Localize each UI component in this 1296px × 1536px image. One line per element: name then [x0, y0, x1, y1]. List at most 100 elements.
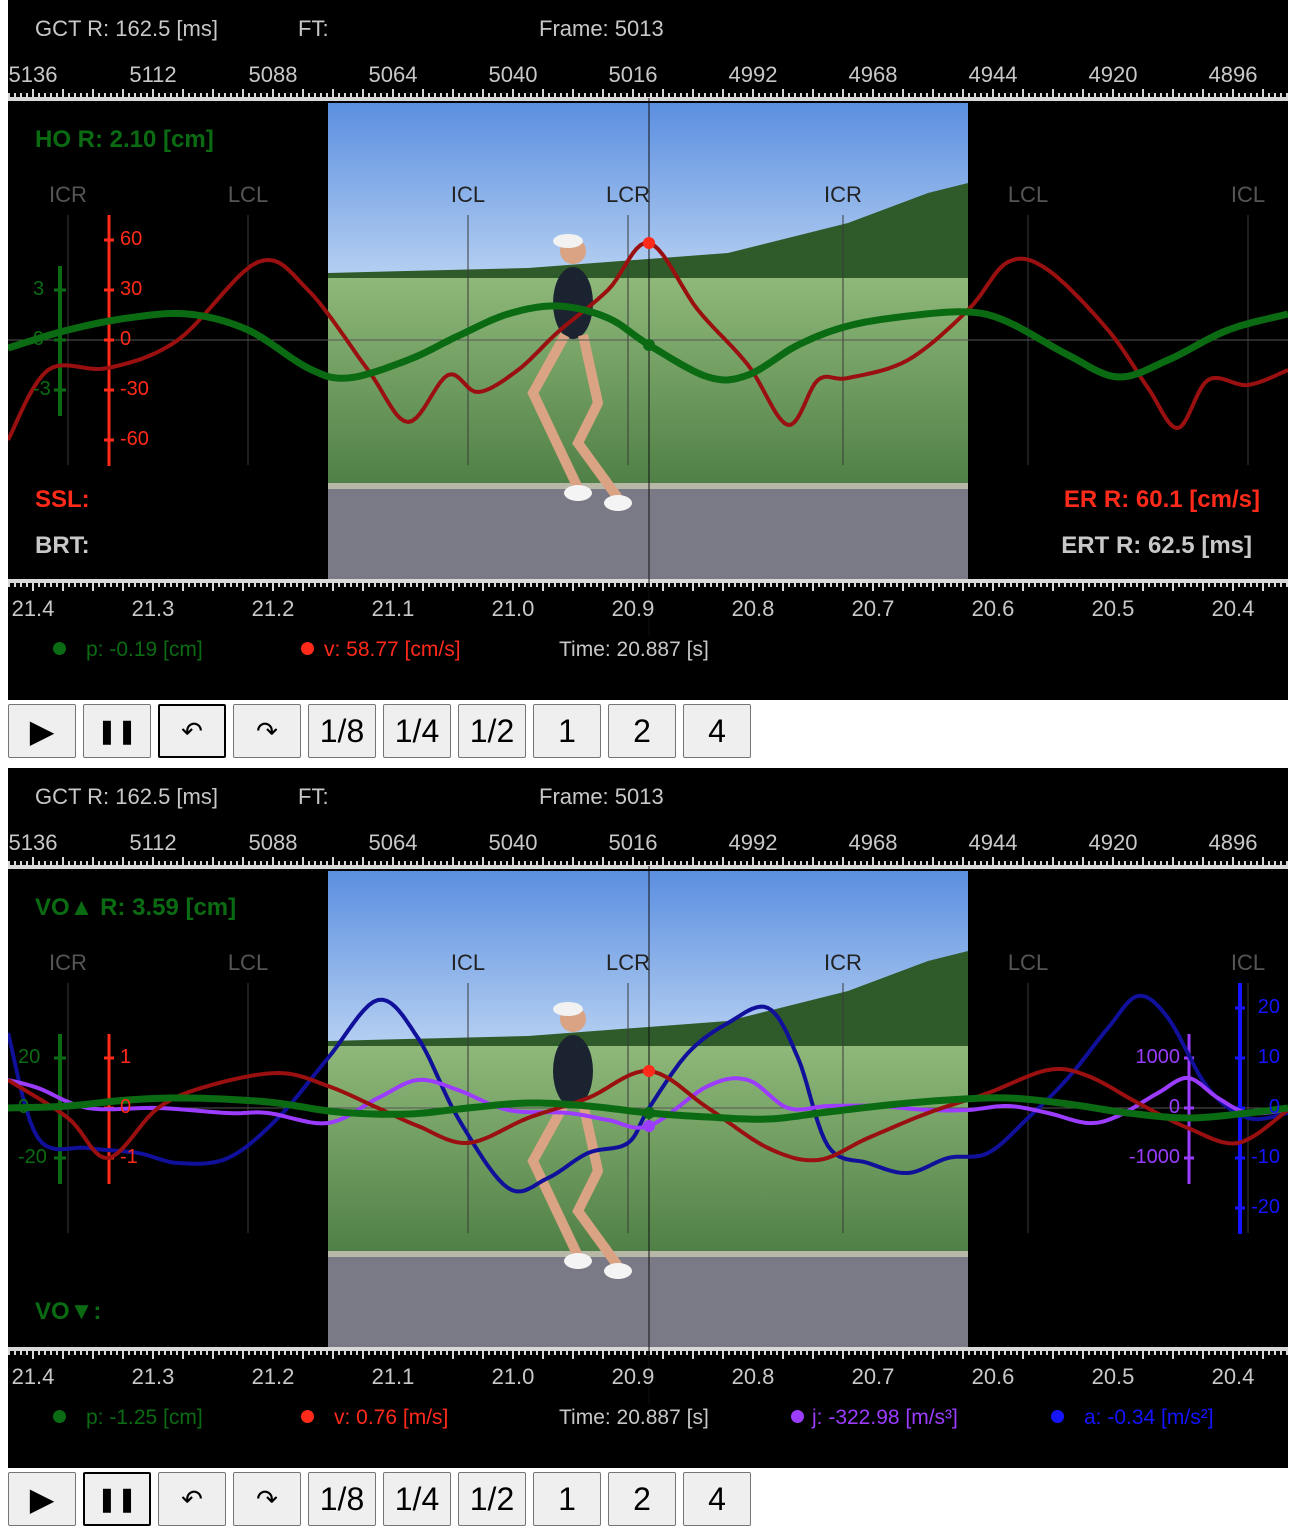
step-forward-button[interactable]: ↷ [233, 1472, 301, 1526]
blue-axis-label: 0 [1268, 1096, 1280, 1118]
video-frame[interactable] [328, 103, 968, 579]
position-value: p: -1.25 [cm] [86, 1406, 203, 1429]
red-axis-label: -30 [120, 378, 149, 400]
speed-1-4-button[interactable]: 1/4 [383, 704, 451, 758]
play-button[interactable]: ▶ [8, 1472, 76, 1526]
blue-axis-label: 10 [1257, 1046, 1280, 1068]
frame-tick-label: 5040 [488, 830, 538, 855]
vo-down-label: VO▼: [35, 1298, 102, 1325]
brt-label: BRT: [35, 532, 90, 559]
step-forward-button[interactable]: ↷ [233, 704, 301, 758]
time-tick-label: 20.6 [971, 1364, 1015, 1389]
time-tick-label: 20.5 [1091, 596, 1135, 621]
ho-label: HO R: 2.10 [cm] [35, 126, 214, 153]
velocity-dot-icon [301, 641, 314, 655]
acceleration-readout: a: -0.34 [m/s²] [1051, 1406, 1214, 1430]
position-value: p: -0.19 [cm] [86, 638, 203, 661]
gait-event-label: LCR [605, 950, 651, 975]
green-axis-label: 3 [33, 278, 45, 300]
time-readout: Time: 20.887 [s] [559, 1406, 709, 1429]
speed-4-button[interactable]: 4 [683, 704, 751, 758]
frame-tick-label: 5136 [8, 62, 58, 87]
frame-tick-label: 5088 [248, 62, 298, 87]
time-tick-label: 21.1 [371, 1364, 415, 1389]
frame-tick-label: 5040 [488, 62, 538, 87]
time-tick-label: 21.2 [251, 596, 295, 621]
green-axis-label: -3 [33, 378, 51, 400]
speed-1-button[interactable]: 1 [533, 704, 601, 758]
frame-tick-label: 4968 [848, 830, 898, 855]
time-tick-label: 21.3 [131, 596, 175, 621]
ruler-bar [8, 865, 1288, 869]
plot-panel-vertical[interactable]: GCT R: 162.5 [ms] FT: Frame: 5013 5136 51… [8, 768, 1288, 1468]
plot-overlay [8, 857, 1288, 1404]
time-tick-label: 21.0 [491, 1364, 535, 1389]
er-label: ER R: 60.1 [cm/s] [1063, 486, 1260, 513]
blue-axis-label: -20 [1251, 1196, 1280, 1218]
red-axis-label: 60 [120, 228, 143, 250]
position-cursor-dot [643, 339, 655, 351]
position-dot-icon [53, 1409, 66, 1423]
speed-1-button[interactable]: 1 [533, 1472, 601, 1526]
speed-2-button[interactable]: 2 [608, 1472, 676, 1526]
speed-4-button[interactable]: 4 [683, 1472, 751, 1526]
pause-button[interactable]: ❚❚ [83, 1472, 151, 1526]
speed-1-4-button[interactable]: 1/4 [383, 1472, 451, 1526]
gait-event-label: ICR [49, 182, 87, 207]
ruler-ticks [8, 583, 1288, 591]
frame-tick-label: 4992 [728, 830, 778, 855]
step-back-button[interactable]: ↶ [158, 704, 226, 758]
speed-2-button[interactable]: 2 [608, 704, 676, 758]
plot-panel-horizontal[interactable]: GCT R: 162.5 [ms] FT: Frame: 5013 5136 51… [8, 0, 1288, 700]
frame-label: Frame: 5013 [539, 16, 664, 41]
velocity-readout: v: 58.77 [cm/s] [301, 638, 461, 662]
position-readout: p: -0.19 [cm] [53, 638, 203, 662]
speed-1-8-button[interactable]: 1/8 [308, 1472, 376, 1526]
speed-1-2-button[interactable]: 1/2 [458, 1472, 526, 1526]
gct-label: GCT R: 162.5 [ms] [35, 784, 218, 809]
blue-axis-label: -10 [1251, 1146, 1280, 1168]
purple-axis-label: -1000 [1128, 1146, 1180, 1168]
ssl-label: SSL: [35, 486, 90, 513]
gait-event-label: ICL [450, 950, 486, 975]
ruler-bar [8, 97, 1288, 101]
time-tick-label: 21.0 [491, 596, 535, 621]
play-button[interactable]: ▶ [8, 704, 76, 758]
position-curve [8, 1094, 1288, 1123]
velocity-cursor-dot [643, 237, 655, 249]
red-axis-label: 0 [120, 1096, 132, 1118]
red-axis-label: 1 [120, 1046, 132, 1068]
ruler-ticks [8, 89, 1288, 97]
position-readout: p: -1.25 [cm] [53, 1406, 203, 1430]
gait-event-label: ICL [450, 182, 486, 207]
gait-event-label: ICL [1230, 950, 1266, 975]
green-axis-label: 0 [18, 1096, 30, 1118]
pause-button[interactable]: ❚❚ [83, 704, 151, 758]
green-axis-label: 20 [18, 1046, 41, 1068]
time-tick-label: 20.4 [1211, 596, 1255, 621]
gait-event-label: LCL [227, 950, 269, 975]
jerk-value: j: -322.98 [m/s³] [812, 1406, 958, 1429]
plot-overlay [8, 89, 1288, 636]
red-axis-label: -1 [120, 1146, 138, 1168]
step-back-button[interactable]: ↶ [158, 1472, 226, 1526]
frame-tick-label: 4944 [968, 62, 1018, 87]
velocity-readout: v: 0.76 [m/s] [301, 1406, 448, 1430]
speed-1-2-button[interactable]: 1/2 [458, 704, 526, 758]
ft-label: FT: [298, 16, 329, 41]
blue-axis-label: 20 [1257, 996, 1280, 1018]
speed-1-8-button[interactable]: 1/8 [308, 704, 376, 758]
ert-label: ERT R: 62.5 [ms] [1061, 532, 1252, 559]
jerk-dot-icon [791, 1409, 804, 1423]
gait-event-label: LCL [1007, 950, 1049, 975]
position-dot-icon [53, 641, 66, 655]
frame-tick-label: 4896 [1208, 830, 1258, 855]
time-tick-label: 20.9 [611, 596, 655, 621]
time-tick-label: 20.8 [731, 596, 775, 621]
frame-tick-label: 4944 [968, 830, 1018, 855]
green-axis-label: -20 [18, 1146, 47, 1168]
ruler-ticks [8, 1351, 1288, 1359]
acceleration-dot-icon [1051, 1409, 1064, 1423]
ruler-bar [8, 579, 1288, 583]
time-tick-label: 21.2 [251, 1364, 295, 1389]
